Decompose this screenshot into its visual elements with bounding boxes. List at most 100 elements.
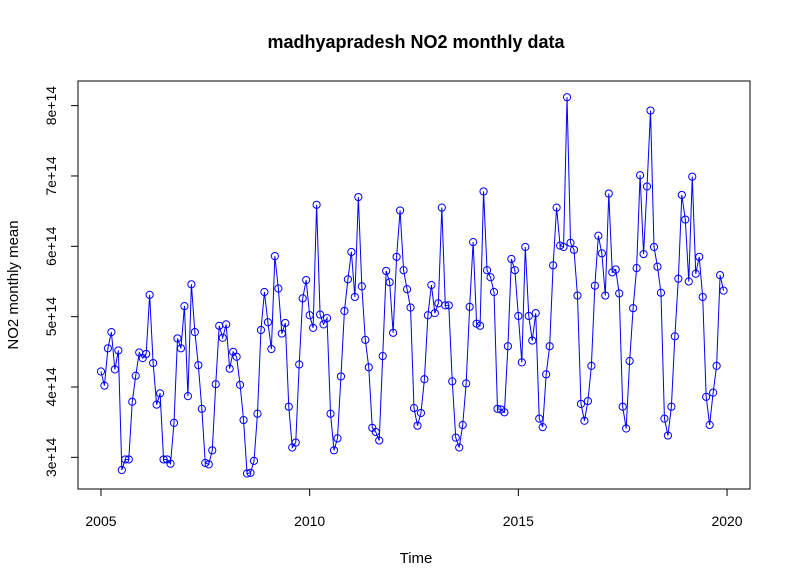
data-point bbox=[667, 402, 676, 411]
x-tick-label: 2005 bbox=[85, 513, 116, 529]
data-point bbox=[173, 334, 182, 343]
data-point bbox=[674, 274, 683, 283]
data-point bbox=[145, 290, 154, 299]
data-point bbox=[96, 367, 106, 376]
data-point bbox=[239, 415, 248, 425]
data-point bbox=[371, 427, 380, 437]
data-point bbox=[583, 396, 593, 406]
data-point bbox=[267, 344, 276, 354]
data-point bbox=[475, 321, 485, 330]
y-tick-label: 4e+14 bbox=[43, 367, 59, 407]
x-tick-label: 2010 bbox=[294, 513, 325, 529]
data-point bbox=[406, 303, 415, 312]
data-point bbox=[531, 309, 540, 318]
data-point bbox=[274, 284, 283, 293]
data-point bbox=[253, 409, 262, 418]
data-point bbox=[291, 438, 300, 447]
data-point bbox=[249, 456, 259, 465]
data-point bbox=[465, 302, 474, 311]
data-point bbox=[152, 400, 161, 409]
data-point bbox=[597, 249, 606, 258]
data-point bbox=[507, 254, 516, 264]
data-point bbox=[635, 171, 645, 180]
data-point bbox=[260, 287, 269, 297]
data-point bbox=[333, 434, 342, 443]
data-point bbox=[552, 203, 561, 212]
data-point bbox=[336, 372, 346, 381]
data-point bbox=[538, 423, 547, 432]
chart-title: madhyapradesh NO2 monthly data bbox=[267, 32, 565, 52]
data-point bbox=[420, 375, 429, 384]
data-point bbox=[615, 289, 624, 298]
data-point bbox=[587, 361, 596, 370]
data-point bbox=[343, 275, 353, 284]
data-point bbox=[194, 361, 203, 370]
data-point bbox=[691, 269, 700, 278]
data-point bbox=[183, 392, 193, 401]
data-point bbox=[611, 265, 620, 274]
data-point bbox=[622, 424, 631, 433]
data-point bbox=[375, 436, 384, 445]
data-point bbox=[295, 360, 304, 369]
data-point bbox=[427, 280, 436, 290]
data-point bbox=[576, 399, 586, 408]
data-point bbox=[709, 388, 718, 397]
y-tick-label: 7e+14 bbox=[43, 156, 59, 196]
data-point bbox=[416, 408, 426, 418]
data-point bbox=[270, 252, 279, 261]
x-tick-label: 2020 bbox=[711, 513, 742, 529]
data-point bbox=[124, 455, 133, 464]
data-point bbox=[573, 291, 582, 300]
data-point bbox=[646, 106, 655, 115]
data-point bbox=[110, 365, 119, 374]
data-point bbox=[225, 364, 234, 373]
data-point bbox=[347, 247, 356, 257]
data-point bbox=[121, 455, 130, 464]
data-point bbox=[455, 443, 464, 452]
data-point bbox=[702, 392, 711, 401]
series-line bbox=[100, 97, 725, 475]
data-point bbox=[469, 237, 478, 247]
y-axis: 3e+14 4e+14 5e+14 6e+14 7e+14 8e+14 bbox=[43, 86, 79, 477]
data-point bbox=[663, 431, 673, 440]
data-point bbox=[180, 302, 189, 311]
data-point bbox=[649, 242, 659, 252]
series-layer bbox=[96, 93, 728, 478]
data-point bbox=[201, 458, 210, 468]
y-tick-label: 8e+14 bbox=[43, 86, 59, 126]
data-point bbox=[715, 271, 725, 280]
data-point bbox=[430, 309, 439, 318]
data-point bbox=[142, 349, 151, 359]
data-point bbox=[632, 264, 641, 273]
data-point bbox=[517, 358, 526, 367]
data-point bbox=[277, 329, 286, 338]
data-point bbox=[639, 249, 648, 259]
data-point bbox=[218, 333, 227, 342]
data-point bbox=[479, 187, 488, 196]
y-tick-label: 3e+14 bbox=[43, 437, 59, 477]
data-point bbox=[437, 203, 446, 212]
data-point bbox=[670, 332, 679, 341]
data-point bbox=[263, 318, 273, 327]
data-point bbox=[580, 416, 589, 425]
data-point bbox=[566, 238, 575, 247]
data-point bbox=[448, 377, 457, 386]
data-point bbox=[653, 262, 662, 271]
y-tick-label: 5e+14 bbox=[43, 297, 59, 337]
data-point bbox=[629, 304, 638, 313]
data-point bbox=[357, 282, 366, 291]
data-point bbox=[569, 245, 579, 254]
data-point bbox=[545, 342, 554, 351]
data-point bbox=[159, 455, 168, 464]
data-point bbox=[149, 358, 158, 368]
data-point bbox=[698, 292, 707, 302]
data-point bbox=[166, 459, 175, 468]
data-point bbox=[590, 281, 599, 290]
data-point bbox=[705, 420, 714, 430]
data-point bbox=[319, 320, 328, 329]
data-point bbox=[211, 380, 220, 389]
data-point bbox=[458, 420, 467, 430]
data-point bbox=[500, 408, 509, 417]
data-point bbox=[677, 190, 686, 200]
data-point bbox=[354, 192, 363, 202]
